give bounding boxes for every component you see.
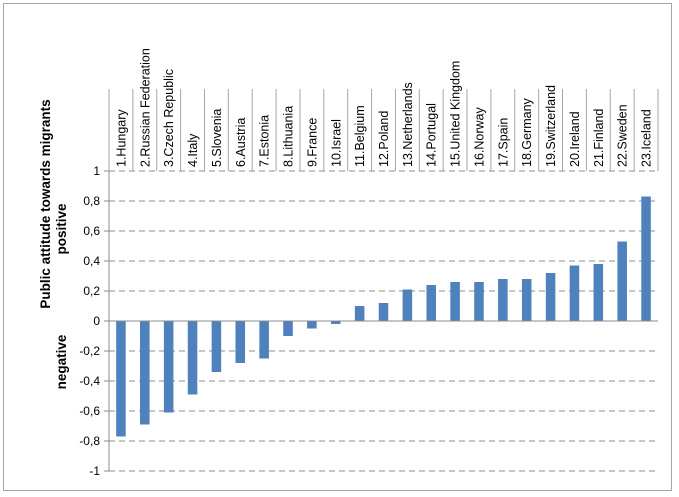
category-label: 13.Netherlands	[401, 82, 415, 167]
y-tick-label: -0,4	[79, 374, 100, 388]
category-label: 14.Portugal	[425, 103, 439, 167]
bar	[498, 279, 508, 321]
y-tick-label: 0,4	[83, 254, 100, 268]
category-label: 7.Estonia	[258, 115, 272, 167]
category-labels: 1.Hungary 2.Russian Federation 3.Czech Rep…	[114, 48, 653, 167]
bar	[521, 279, 532, 321]
bar	[569, 265, 580, 321]
bar	[307, 321, 317, 329]
category-label: 23.Iceland	[640, 109, 654, 167]
y-tick-label: -1	[89, 464, 100, 478]
category-label: 22.Sweden	[616, 104, 630, 167]
bar	[378, 303, 389, 321]
category-label: 9.France	[305, 118, 319, 167]
bar	[474, 282, 484, 321]
y-tick-label: -0,8	[79, 434, 100, 448]
category-label: 6.Austria	[234, 118, 248, 167]
bar-chart: 1 0,8 0,6 0,4 0,2 0 -0,2 -0,4 -0,6 -0,8 -1 1.Hunga…	[38, 48, 659, 478]
bar	[211, 321, 222, 372]
y-axis-title-positive: positive	[54, 203, 69, 255]
category-label: 5.Slovenia	[210, 109, 224, 167]
bar	[450, 282, 460, 321]
category-label: 17.Spain	[496, 118, 510, 167]
bar	[354, 306, 365, 321]
bar	[235, 321, 246, 363]
bars	[116, 196, 651, 437]
category-label: 18.Germany	[520, 97, 534, 167]
category-label: 1.Hungary	[114, 109, 128, 167]
y-axis-title: Public attitude towards migrants positiv…	[38, 99, 69, 389]
bar	[330, 321, 341, 324]
y-tick-label: 1	[93, 164, 100, 178]
y-axis-title-negative: negative	[54, 334, 69, 389]
category-label: 21.Finland	[592, 109, 606, 167]
bar	[116, 321, 126, 437]
chart-frame: 1 0,8 0,6 0,4 0,2 0 -0,2 -0,4 -0,6 -0,8 -1 1.Hunga…	[3, 3, 672, 491]
bar	[617, 241, 627, 321]
category-label: 19.Switzerland	[544, 85, 558, 167]
y-tick-label: 0,8	[83, 194, 100, 208]
category-label: 16.Norway	[472, 107, 486, 167]
category-label: 4.Italy	[186, 133, 200, 167]
bar	[641, 196, 651, 321]
y-tick-label: 0,2	[83, 284, 100, 298]
bar	[259, 321, 269, 359]
bar	[593, 264, 604, 321]
category-separators	[108, 89, 659, 171]
gridlines	[109, 170, 658, 472]
bar	[187, 321, 198, 395]
bar	[426, 285, 437, 321]
y-tick-label: 0	[93, 314, 100, 328]
bar	[163, 321, 174, 413]
category-label: 8.Lithuania	[282, 106, 296, 167]
y-tick-labels: 1 0,8 0,6 0,4 0,2 0 -0,2 -0,4 -0,6 -0,8 -1	[79, 164, 100, 478]
bar	[545, 273, 556, 321]
category-label: 11.Belgium	[353, 105, 367, 167]
category-label: 3.Czech Republic	[162, 69, 176, 167]
category-label: 15.United Kingdom	[449, 61, 463, 167]
category-label: 10.Israel	[329, 119, 343, 167]
category-label: 12.Poland	[377, 111, 391, 167]
bar	[140, 321, 150, 425]
category-label: 2.Russian Federation	[138, 48, 152, 167]
y-axis-title-main: Public attitude towards migrants	[38, 99, 53, 308]
y-tick-label: -0,6	[79, 404, 100, 418]
axes	[104, 170, 658, 472]
y-tick-label: -0,2	[79, 344, 100, 358]
bar	[283, 321, 293, 336]
category-label: 20.Ireland	[568, 111, 582, 167]
bar	[402, 289, 413, 321]
y-tick-label: 0,6	[83, 224, 100, 238]
